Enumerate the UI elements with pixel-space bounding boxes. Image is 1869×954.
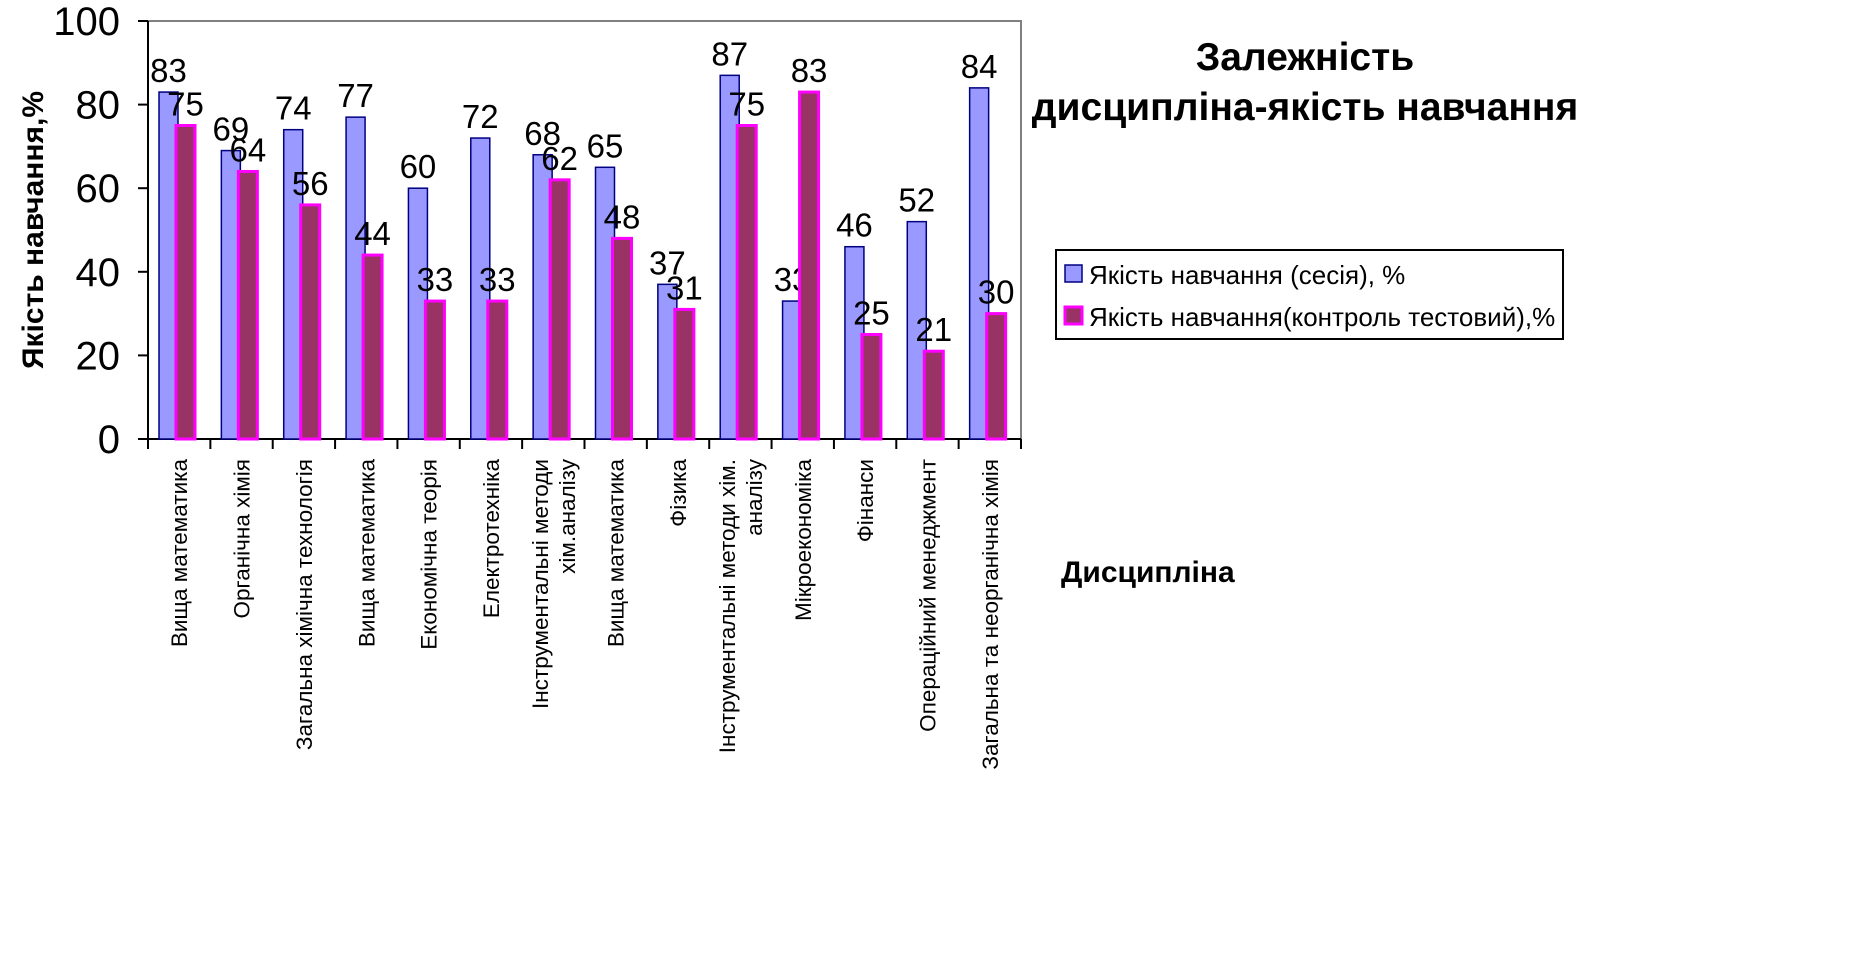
plot-area: 0 20 40 60 80 100 83 69 74 77 60 72 68 65 37 87 33 46 52 84… [53,0,1022,770]
data-label: 62 [541,140,578,177]
y-tick-label: 80 [76,84,121,128]
data-label: 84 [961,48,998,85]
data-label: 25 [853,295,890,332]
x-tick-label: Інструментальні методи хім.аналізу [715,458,767,753]
y-tick-label: 20 [76,334,121,378]
chart-title: Залежність дисципліна-якість навчання [1032,36,1578,129]
y-axis-title: Якість навчання,% [17,91,50,369]
series-2: 75 64 56 44 33 33 62 48 31 75 83 25 21 30 [167,52,1015,441]
data-label: 68 [524,115,561,152]
plot-border [147,20,1022,440]
x-tick-label: Вища математика [604,459,629,648]
data-label: 83 [791,52,828,89]
legend-swatch [1063,305,1084,326]
chart-title-line: Залежність [1196,36,1414,79]
data-label: 65 [587,127,624,164]
x-tick-label: Вища математика [167,459,192,648]
legend-box [1055,249,1564,340]
bar [860,333,883,441]
data-label: 75 [728,86,765,123]
chart-title-line: дисципліна-якість навчання [1032,86,1578,129]
data-label: 60 [400,148,437,185]
data-label: 87 [711,35,748,72]
bar [470,137,491,440]
data-label: 77 [337,77,374,114]
data-label: 69 [212,111,249,148]
bar [611,236,633,441]
data-label: 52 [898,182,935,219]
x-tick-label: Фізика [666,459,691,527]
legend: Якість навчання (сесія), % Якість навчанн… [1055,249,1564,340]
data-label: 75 [167,86,204,123]
bar [798,90,821,441]
bar [673,307,696,441]
bar [486,299,509,441]
data-label: 72 [462,98,499,135]
data-label: 83 [150,52,187,89]
bar [735,124,758,441]
x-tick-label: Органічна хімія [230,459,255,618]
data-label: 64 [229,131,266,168]
x-tick-label: Електротехніка [479,459,504,619]
x-tick-label: Загальна та неорганічна хімія [978,459,1003,770]
data-label: 46 [836,207,873,244]
y-tick-label: 40 [76,251,121,295]
bar [968,87,990,440]
data-label: 30 [978,274,1015,311]
x-tick-label: Економічна теорія [417,459,442,650]
bar [423,299,446,441]
data-label: 48 [604,198,641,235]
bar [299,203,322,441]
legend-label: Якість навчання (сесія), % [1089,260,1405,290]
data-label: 33 [479,261,516,298]
data-label: 37 [649,244,686,281]
bar [548,178,571,441]
legend-label: Якість навчання(контроль тестовий),% [1089,302,1555,332]
y-tick-label: 0 [98,418,120,462]
y-tick-label: 60 [76,167,121,211]
x-tick-label: Фінанси [853,459,878,542]
data-label: 44 [354,215,391,252]
legend-swatch [1064,264,1083,283]
x-tick-label: Вища математика [354,459,379,648]
bar [985,312,1008,441]
bar [922,349,945,441]
data-label: 56 [292,165,329,202]
data-label: 31 [666,269,703,306]
x-axis-title: Дисципліна [1061,556,1235,589]
series-1: 83 69 74 77 60 72 68 65 37 87 33 46 52 84 [150,35,998,440]
x-axis-title-group: Дисципліна [1061,556,1235,589]
x-tick-label: Інструментальні методихім.аналізу [528,458,580,709]
bar [361,253,384,441]
x-tick-label: Загальна хімічна технологія [292,459,317,750]
y-tick-label: 100 [53,0,120,44]
data-label: 33 [417,261,454,298]
bar [236,169,259,441]
bar [906,220,928,440]
x-tick-label: Мікроекономіка [791,459,816,621]
bar [174,124,197,441]
x-tick-label: Операційний менеджмент [915,459,940,732]
data-label: 21 [915,311,952,348]
data-label: 74 [275,90,312,127]
y-axis-title-group: Якість навчання,% [17,91,50,369]
